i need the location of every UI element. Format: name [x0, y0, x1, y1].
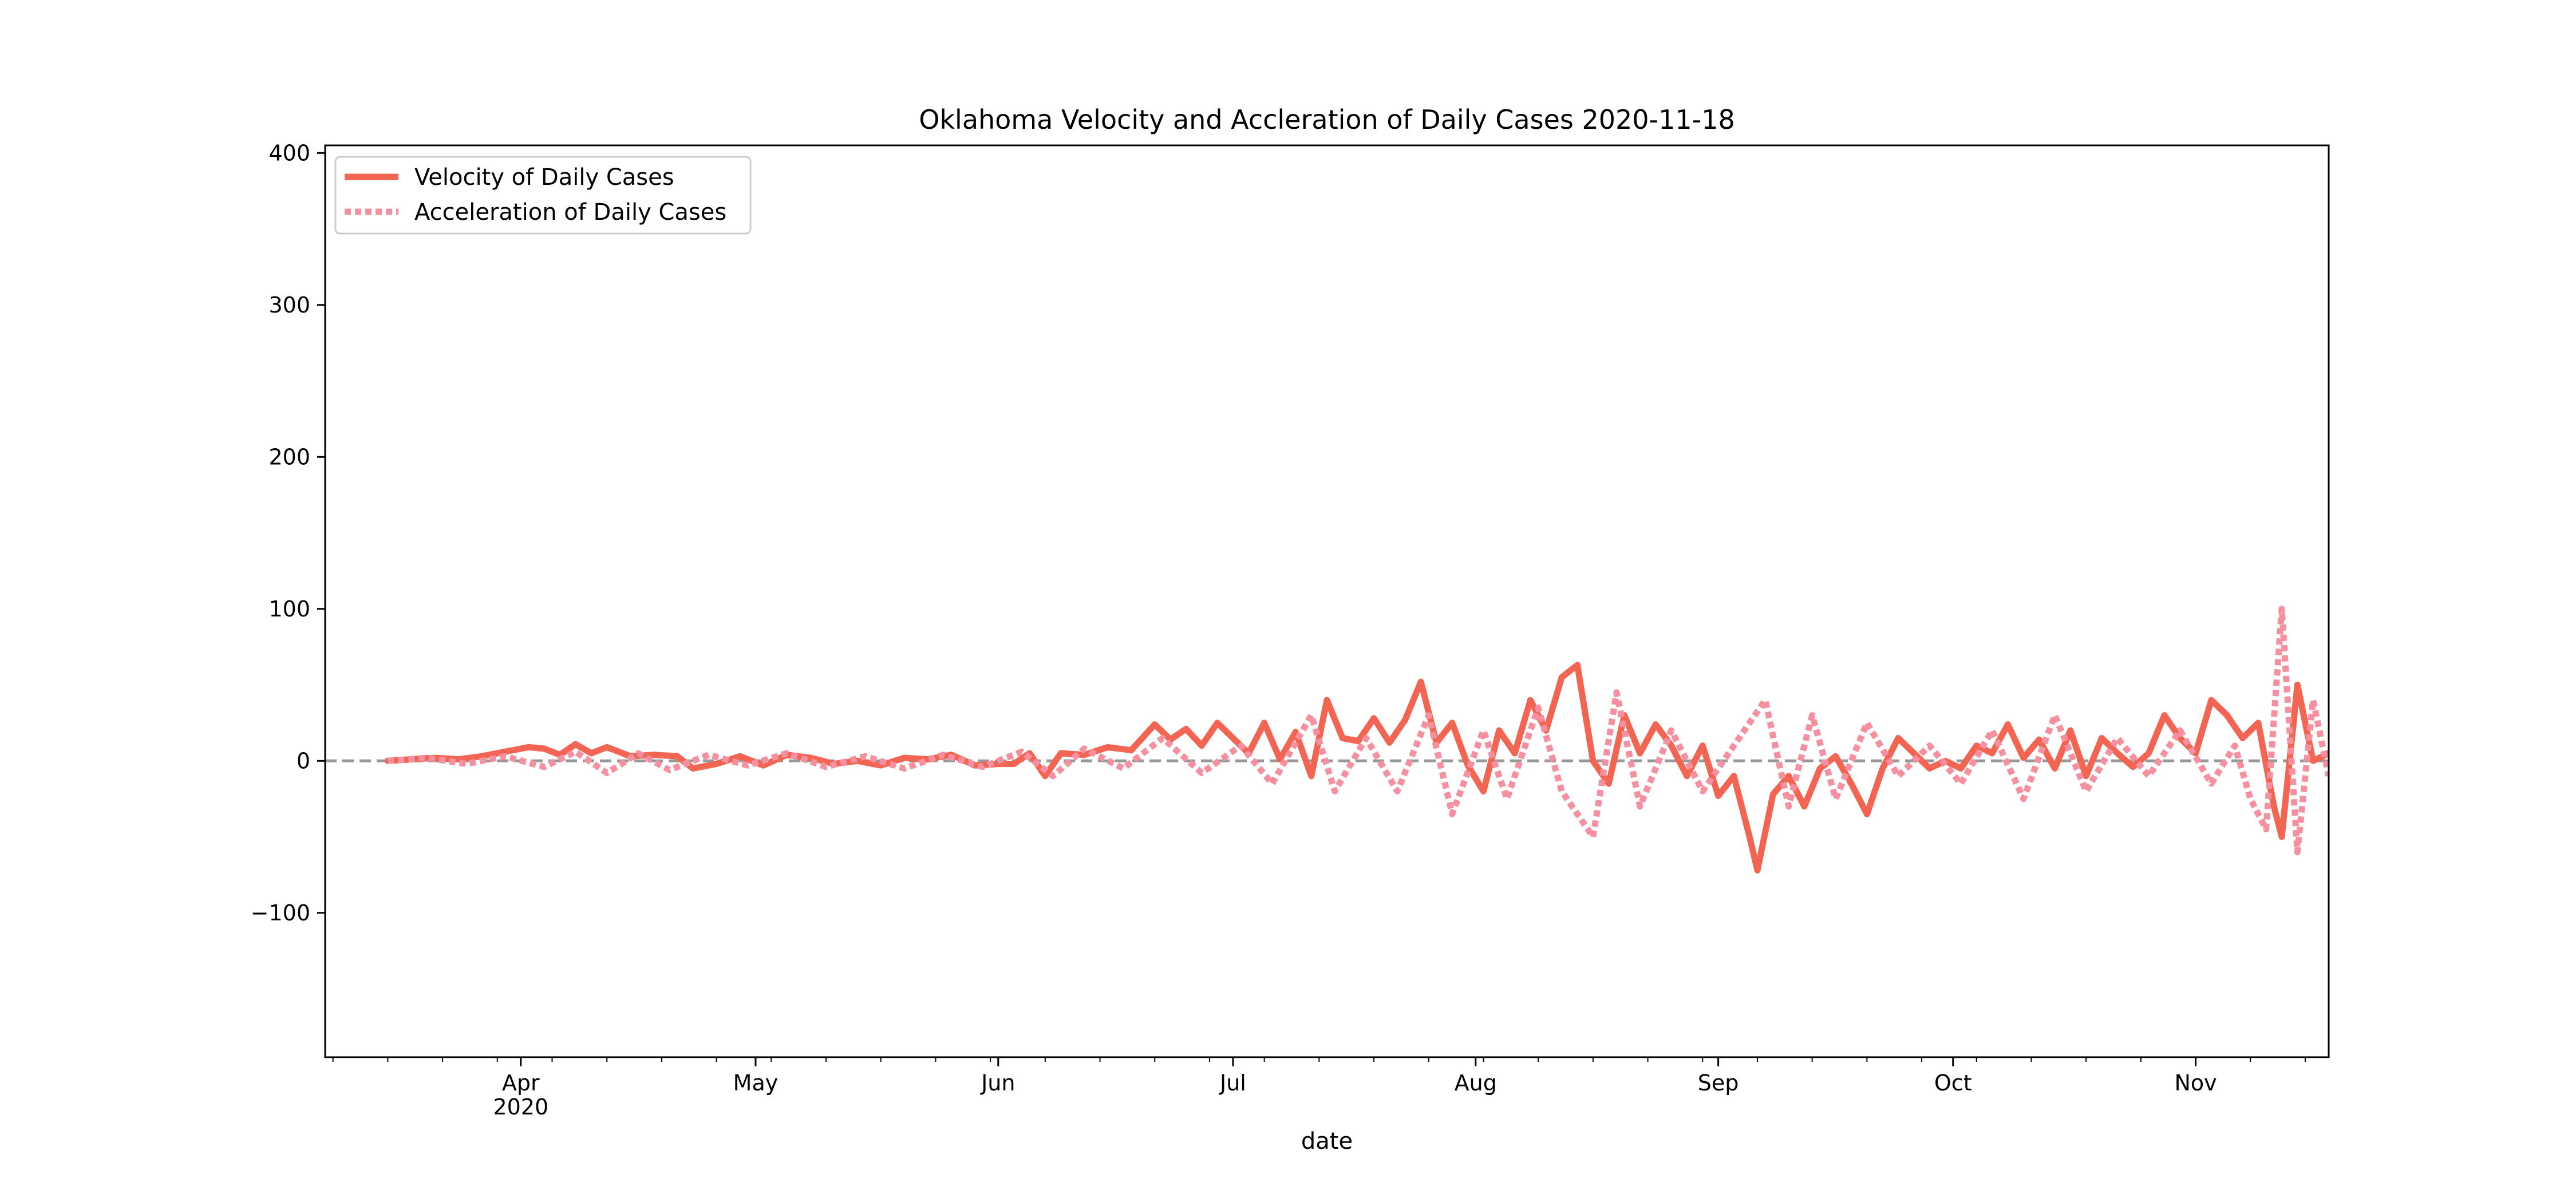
y-tick-label: 100 [268, 596, 310, 622]
x-tick-label: Jun [980, 1070, 1015, 1096]
x-tick-label: Nov [2174, 1070, 2217, 1096]
x-tick-sublabel: 2020 [493, 1094, 548, 1120]
x-tick-label: Jul [1219, 1070, 1246, 1096]
x-tick-label: Aug [1455, 1070, 1497, 1096]
y-tick-label: 0 [297, 748, 310, 773]
legend-label: Velocity of Daily Cases [414, 164, 674, 191]
legend-label: Acceleration of Daily Cases [414, 199, 726, 226]
legend-box [334, 156, 752, 235]
x-tick-label: Sep [1698, 1070, 1739, 1096]
chart-title: Oklahoma Velocity and Accleration of Dai… [919, 104, 1735, 135]
series-line-acceleration [387, 606, 2329, 856]
plot-frame [324, 144, 2330, 1058]
series-layer [384, 606, 2329, 873]
x-tick-label: Apr [502, 1070, 540, 1096]
y-tick-label: −100 [251, 900, 310, 926]
y-tick-label: 200 [268, 444, 310, 469]
y-axis: −100 0 100 200 300 400 [251, 140, 325, 926]
x-axis-label: date [1301, 1128, 1353, 1154]
y-tick-label: 300 [268, 292, 310, 318]
legend: Velocity of Daily Cases Acceleration of D… [334, 156, 752, 235]
x-tick-label: Oct [1934, 1070, 1972, 1096]
plot-area [324, 144, 2330, 1058]
y-tick-label: 400 [268, 140, 310, 165]
x-tick-label: May [733, 1070, 779, 1096]
